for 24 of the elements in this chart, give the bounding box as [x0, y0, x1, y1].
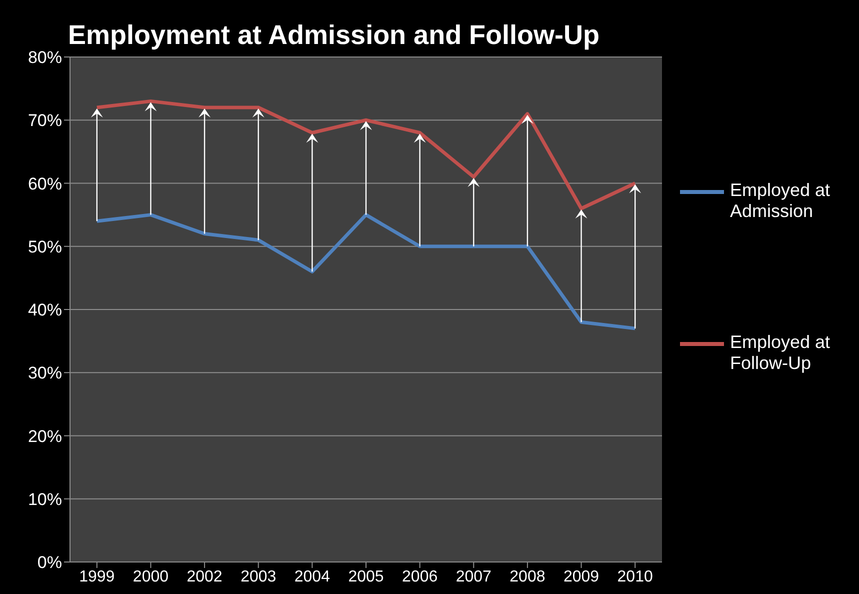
y-tick-label: 60% — [28, 174, 62, 194]
legend-label: Employed at Follow-Up — [730, 332, 832, 374]
y-tick-label: 10% — [28, 490, 62, 509]
x-tick-label: 2003 — [240, 568, 276, 586]
y-tick-label: 80% — [28, 48, 62, 68]
x-tick-label: 2008 — [510, 568, 546, 586]
y-tick-label: 70% — [28, 111, 62, 130]
y-tick-label: 40% — [28, 300, 62, 320]
x-tick-label: 2000 — [132, 568, 169, 586]
x-tick-label: 2009 — [563, 568, 600, 586]
y-tick-label: 20% — [28, 426, 62, 446]
x-tick-label: 2002 — [186, 568, 222, 586]
x-tick-label: 2006 — [402, 568, 438, 586]
x-tick-label: 2004 — [294, 568, 330, 586]
y-tick-label: 50% — [28, 237, 62, 256]
y-tick-label: 30% — [28, 364, 62, 383]
y-tick-label: 0% — [37, 553, 62, 572]
x-tick-label: 2005 — [348, 568, 384, 586]
x-tick-label: 1999 — [79, 568, 115, 586]
legend-label: Employed at Admission — [730, 180, 832, 222]
x-tick-label: 2010 — [617, 568, 653, 586]
chart-title: Employment at Admission and Follow-Up — [68, 20, 600, 51]
line-series — [95, 213, 637, 330]
x-tick-label: 2007 — [456, 568, 492, 586]
